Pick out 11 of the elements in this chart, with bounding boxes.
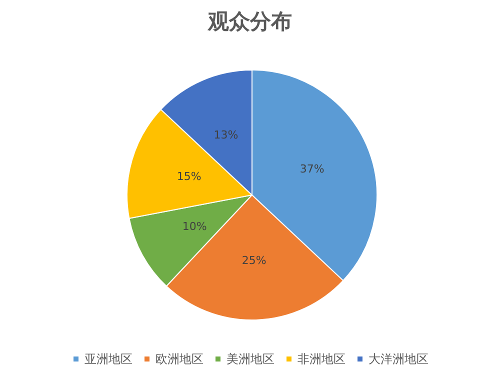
- chart-title: 观众分布: [207, 10, 292, 34]
- data-label: 10%: [182, 220, 207, 234]
- legend-label: 欧洲地区: [156, 352, 204, 366]
- legend-label: 美洲地区: [226, 352, 274, 366]
- data-label: 25%: [242, 254, 266, 267]
- legend-label: 大洋洲地区: [368, 352, 428, 366]
- data-label: 15%: [176, 170, 202, 184]
- legend-label: 非洲地区: [298, 352, 346, 366]
- data-label: 37%: [300, 162, 324, 176]
- legend-label: 亚洲地区: [84, 352, 132, 366]
- data-label: 13%: [214, 128, 238, 142]
